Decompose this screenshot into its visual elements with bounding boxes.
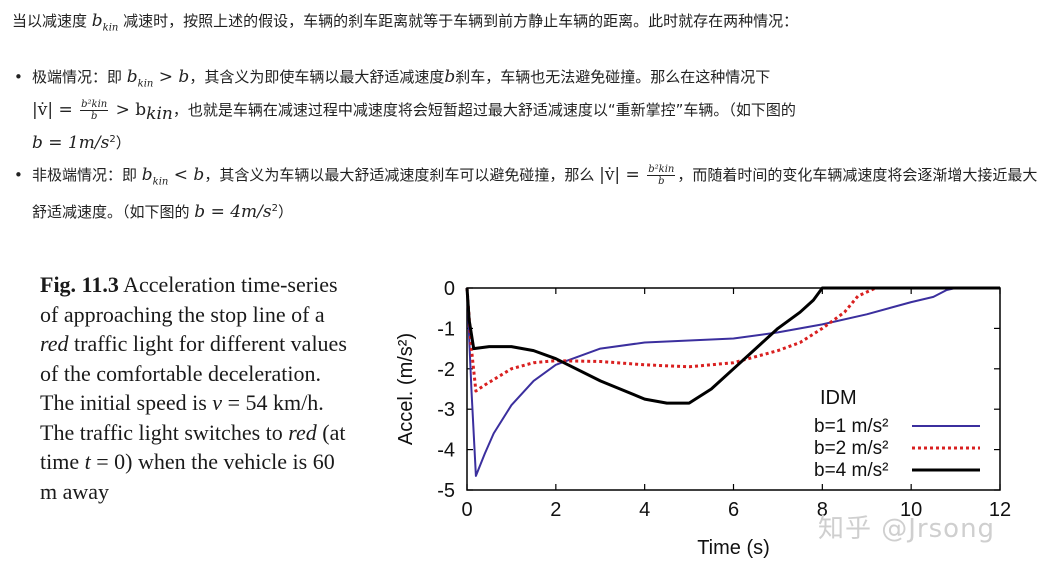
figure-label: Fig. 11.3: [40, 272, 119, 297]
x-tick-label: 0: [461, 499, 472, 521]
x-tick-label: 6: [728, 499, 739, 521]
figure-caption: Fig. 11.3 Acceleration time-series of ap…: [40, 272, 347, 504]
x-tick-label: 10: [900, 499, 922, 521]
y-tick-label: 0: [444, 278, 455, 300]
y-tick-label: -1: [437, 318, 455, 340]
series-line-2: [465, 286, 1000, 393]
list-item-nonextreme: • 非极端情况：即 bkin < b，其含义为车辆以最大舒适减速度刹车可以避免碰…: [14, 164, 1038, 222]
legend-label: b=2 m/s²: [814, 438, 888, 459]
eq-lhs: |v̇| =: [32, 100, 79, 121]
intro-text-2: 减速时，按照上述的假设，车辆的刹车距离就等于车辆到前方静止车辆的距离。此时就存在…: [118, 12, 799, 30]
b-kin-symbol: bkin: [91, 11, 119, 34]
plot-frame: [466, 287, 1001, 491]
watermark: 知乎 @Jrsong: [818, 514, 996, 544]
bullet-dot: •: [14, 68, 23, 86]
eq-b-1: b = 1m/s: [32, 133, 110, 154]
eq-b-4: b = 4m/s: [194, 201, 272, 222]
x-tick-label: 12: [989, 499, 1011, 521]
list-item-extreme: • 极端情况：即 bkin > b，其含义为即使车辆以最大舒适减速度b刹车，车辆…: [12, 64, 1042, 156]
legend-title: IDM: [820, 387, 857, 409]
intro-paragraph: 当以减速度 bkin 减速时，按照上述的假设，车辆的刹车距离就等于车辆到前方静止…: [12, 8, 1042, 41]
x-axis-label: Time (s): [697, 537, 770, 559]
fraction: b²kin b: [647, 164, 676, 188]
y-tick-label: -3: [437, 399, 455, 421]
acceleration-chart: 0 2 4 6 8 10 12 0 -1 -2 -3 -4 -5 Time (s) Accel. (m/s²…: [395, 278, 1011, 559]
y-tick-label: -4: [437, 440, 455, 462]
y-tick-label: -2: [437, 359, 455, 381]
y-axis-label: Accel. (m/s²): [395, 333, 417, 445]
bullet-dot: •: [14, 166, 23, 185]
cases-list: • 极端情况：即 bkin > b，其含义为即使车辆以最大舒适减速度b刹车，车辆…: [12, 64, 1042, 231]
series-line-3: [465, 286, 1000, 405]
x-tick-label: 4: [639, 499, 650, 521]
intro-text-1: 当以减速度: [12, 12, 92, 30]
x-tick-label: 2: [550, 499, 561, 521]
legend-label: b=1 m/s²: [814, 416, 888, 437]
fraction: b²kin b: [80, 99, 109, 123]
x-tick-label: 8: [817, 499, 828, 521]
series-line-1: [466, 287, 1000, 477]
y-tick-label: -5: [437, 480, 455, 502]
legend-label: b=4 m/s²: [814, 460, 888, 481]
